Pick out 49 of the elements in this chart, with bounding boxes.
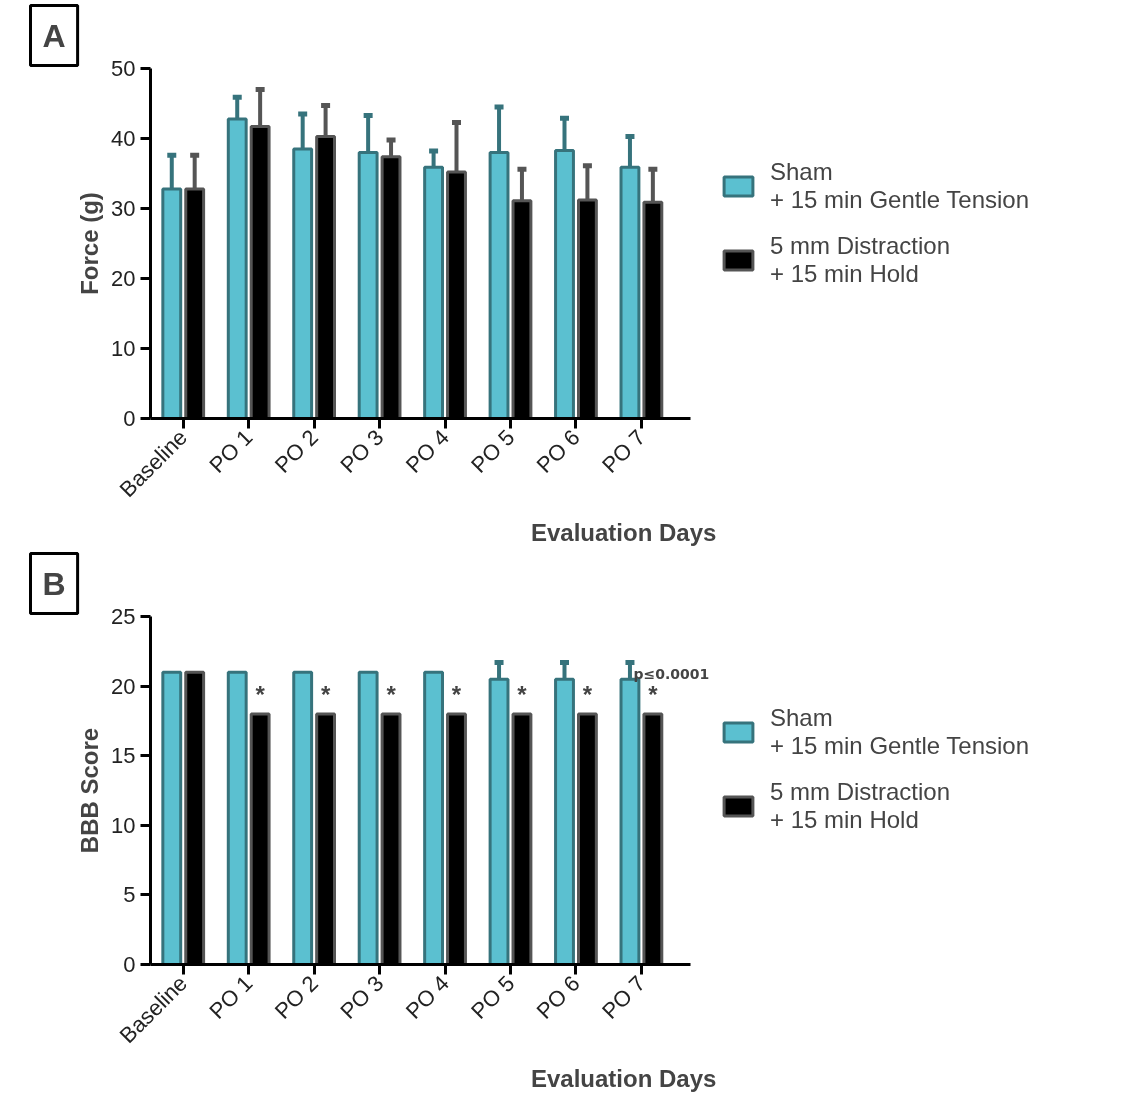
annotation: * [320, 680, 331, 708]
annotation: * [386, 680, 397, 708]
x-tick-label: PO 7 [597, 970, 651, 1024]
x-tick-label: PO 2 [269, 424, 323, 478]
x-tick-label: PO 7 [597, 424, 651, 478]
x-tick-label: PO 3 [335, 970, 389, 1024]
annotation: * [517, 680, 528, 708]
bar [161, 670, 183, 965]
y-tick-label: 10 [111, 336, 136, 361]
x-tick-label: PO 1 [204, 970, 258, 1024]
bar [226, 670, 248, 965]
x-axis-title: Evaluation Days [530, 1064, 717, 1092]
y-tick-label: 50 [111, 56, 136, 81]
y-tick-label: 0 [123, 952, 136, 977]
x-tick-label: PO 4 [400, 970, 454, 1024]
text: B [42, 565, 66, 602]
legend-label: Sham + 15 min Gentle Tension [770, 158, 1030, 214]
legend-label: Sham + 15 min Gentle Tension [770, 704, 1030, 760]
bar [423, 670, 445, 965]
x-axis-title: Evaluation Days [530, 518, 717, 546]
x-tick-label: PO 5 [466, 970, 520, 1024]
y-tick-label: 10 [111, 812, 136, 838]
y-tick-label: 30 [111, 196, 136, 221]
x-tick-label: PO 3 [335, 424, 389, 478]
annotation: * [451, 680, 462, 708]
y-tick-label: 25 [111, 604, 136, 629]
y-tick-label: 20 [111, 673, 136, 699]
x-tick-label: PO 6 [531, 424, 585, 478]
bar [292, 670, 314, 965]
y-axis-title: BBB Score [76, 727, 104, 854]
y-tick-label: 20 [111, 266, 136, 291]
bar [357, 670, 379, 965]
text: A [42, 17, 66, 54]
x-tick-label: PO 5 [466, 424, 520, 478]
x-tick-label: PO 4 [400, 424, 454, 478]
annotation: * [255, 680, 266, 708]
y-tick-label: 5 [123, 882, 136, 908]
annotation: * [582, 680, 593, 708]
x-tick-label: PO 6 [531, 970, 585, 1024]
annotation: p≤0.0001 [633, 665, 710, 682]
legend-label: 5 mm Distraction + 15 min Hold [770, 778, 951, 834]
y-axis-title: Force (g) [76, 192, 104, 295]
legend-label: 5 mm Distraction + 15 min Hold [770, 232, 951, 288]
x-tick-label: PO 1 [204, 424, 258, 478]
y-tick-label: 15 [111, 743, 136, 769]
y-tick-label: 40 [111, 126, 136, 151]
y-tick-label: 0 [123, 406, 136, 431]
x-tick-label: PO 2 [269, 970, 323, 1024]
annotation: * [648, 680, 659, 708]
